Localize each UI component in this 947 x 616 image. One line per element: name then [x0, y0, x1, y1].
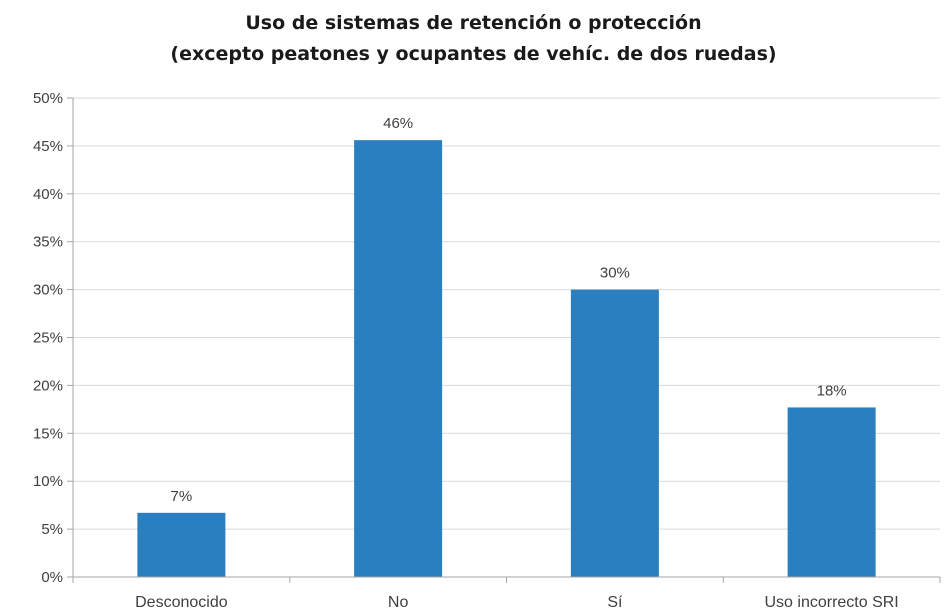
y-tick-label: 35% [33, 234, 63, 251]
bar-no [354, 140, 443, 578]
chart-title-line-1: Uso de sistemas de retención o protecció… [245, 12, 702, 34]
x-category-label: Sí [607, 594, 623, 611]
y-tick-label: 5% [41, 521, 63, 538]
x-category-label: No [388, 594, 409, 611]
chart-title-line-2: (excepto peatones y ocupantes de vehíc. … [170, 43, 777, 65]
y-tick-label: 25% [33, 330, 63, 347]
bar-s- [570, 289, 659, 577]
data-label: 30% [600, 265, 630, 282]
bar-uso-incorrecto-sri [787, 407, 876, 577]
labels: 0% 5% 10% 15% 20% 25% 30% 35% 40% 45% 50% 7% Descono… [33, 90, 899, 611]
x-category-label: Desconocido [135, 594, 228, 611]
y-tick-label: 10% [33, 473, 63, 490]
y-tick-label: 0% [41, 569, 63, 586]
bars [137, 140, 876, 578]
data-label: 46% [383, 115, 413, 132]
y-tick-label: 15% [33, 425, 63, 442]
x-category-label: Uso incorrecto SRI [764, 594, 898, 611]
y-tick-label: 50% [33, 90, 63, 107]
data-label: 7% [171, 488, 193, 505]
data-label: 18% [817, 382, 847, 399]
y-tick-label: 40% [33, 186, 63, 203]
bar-desconocido [137, 512, 226, 577]
y-tick-label: 45% [33, 138, 63, 155]
y-tick-label: 30% [33, 282, 63, 299]
axes [67, 97, 941, 583]
y-tick-label: 20% [33, 377, 63, 394]
